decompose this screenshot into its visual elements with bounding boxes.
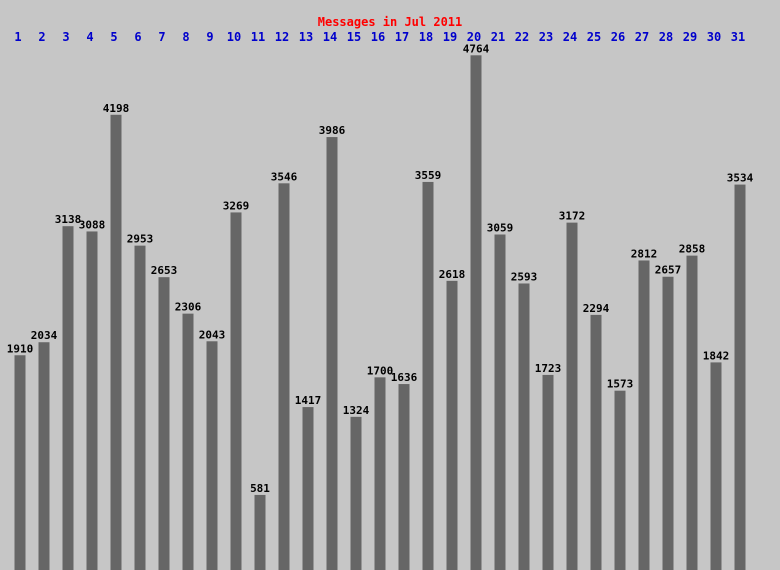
bar: [14, 355, 26, 570]
value-label: 2812: [631, 247, 658, 260]
x-tick-label: 10: [227, 30, 241, 44]
x-tick-label: 18: [419, 30, 433, 44]
bar: [278, 183, 290, 570]
value-label: 3534: [727, 172, 754, 185]
x-tick-label: 13: [299, 30, 313, 44]
bar: [110, 114, 122, 570]
bar: [374, 377, 386, 570]
bar: [182, 313, 194, 570]
bar: [62, 226, 74, 570]
value-label: 2858: [679, 243, 706, 256]
x-tick-label: 3: [62, 30, 69, 44]
bar: [638, 260, 650, 570]
bar: [590, 314, 602, 570]
value-label: 2953: [127, 233, 154, 246]
value-label: 1842: [703, 349, 730, 362]
value-label: 3986: [319, 124, 346, 137]
x-tick-label: 4: [86, 30, 93, 44]
x-tick-label: 24: [563, 30, 577, 44]
x-tick-label: 5: [110, 30, 117, 44]
x-tick-label: 16: [371, 30, 385, 44]
x-tick-label: 8: [182, 30, 189, 44]
x-tick-label: 23: [539, 30, 553, 44]
value-label: 1324: [343, 404, 370, 417]
value-label: 1417: [295, 394, 322, 407]
bar: [446, 280, 458, 570]
bar: [86, 231, 98, 570]
x-tick-label: 17: [395, 30, 409, 44]
bar: [398, 384, 410, 570]
value-label: 3138: [55, 213, 82, 226]
value-label: 1700: [367, 364, 394, 377]
bar: [518, 283, 530, 570]
value-label: 3546: [271, 170, 298, 183]
x-tick-label: 22: [515, 30, 529, 44]
value-label: 3172: [559, 210, 586, 223]
x-tick-label: 27: [635, 30, 649, 44]
value-label: 1636: [391, 371, 418, 384]
bar: [614, 390, 626, 570]
x-tick-label: 11: [251, 30, 265, 44]
x-tick-label: 9: [206, 30, 213, 44]
value-label: 1910: [7, 342, 34, 355]
value-label: 2653: [151, 264, 178, 277]
value-label: 3559: [415, 169, 442, 182]
value-label: 4198: [103, 102, 130, 115]
x-tick-label: 21: [491, 30, 505, 44]
value-label: 2306: [175, 301, 202, 314]
x-tick-label: 2: [38, 30, 45, 44]
value-label: 3059: [487, 221, 514, 234]
bar: [686, 255, 698, 570]
value-label: 1573: [607, 378, 634, 391]
value-label: 4764: [463, 42, 490, 55]
x-tick-label: 6: [134, 30, 141, 44]
value-label: 2657: [655, 264, 682, 277]
bar: [710, 362, 722, 570]
x-tick-label: 31: [731, 30, 745, 44]
x-tick-label: 25: [587, 30, 601, 44]
bar: [470, 55, 482, 570]
value-label: 2034: [31, 329, 58, 342]
bar: [542, 374, 554, 570]
bar: [158, 277, 170, 570]
value-label: 2043: [199, 328, 226, 341]
bar: [566, 222, 578, 570]
bar: [350, 416, 362, 570]
bar: [326, 137, 338, 570]
bar: [38, 342, 50, 570]
value-label: 1723: [535, 362, 562, 375]
value-label: 581: [250, 482, 270, 495]
x-tick-label: 30: [707, 30, 721, 44]
bar: [134, 245, 146, 570]
bar: [494, 234, 506, 570]
x-tick-label: 1: [14, 30, 21, 44]
x-tick-label: 26: [611, 30, 625, 44]
bar: [662, 276, 674, 570]
bar: [230, 212, 242, 570]
x-tick-label: 12: [275, 30, 289, 44]
bar: [206, 341, 218, 570]
x-tick-label: 29: [683, 30, 697, 44]
x-tick-label: 14: [323, 30, 337, 44]
bar: [302, 407, 314, 570]
value-label: 2618: [439, 268, 466, 281]
value-label: 3269: [223, 199, 250, 212]
value-label: 2294: [583, 302, 610, 315]
value-label: 3088: [79, 218, 106, 231]
bar: [254, 494, 266, 570]
chart-title: Messages in Jul 2011: [318, 15, 463, 29]
x-tick-label: 15: [347, 30, 361, 44]
x-tick-label: 19: [443, 30, 457, 44]
bar: [422, 181, 434, 570]
x-tick-label: 7: [158, 30, 165, 44]
x-tick-label: 20: [467, 30, 481, 44]
x-tick-label: 28: [659, 30, 673, 44]
value-label: 2593: [511, 270, 538, 283]
bar: [734, 184, 746, 570]
